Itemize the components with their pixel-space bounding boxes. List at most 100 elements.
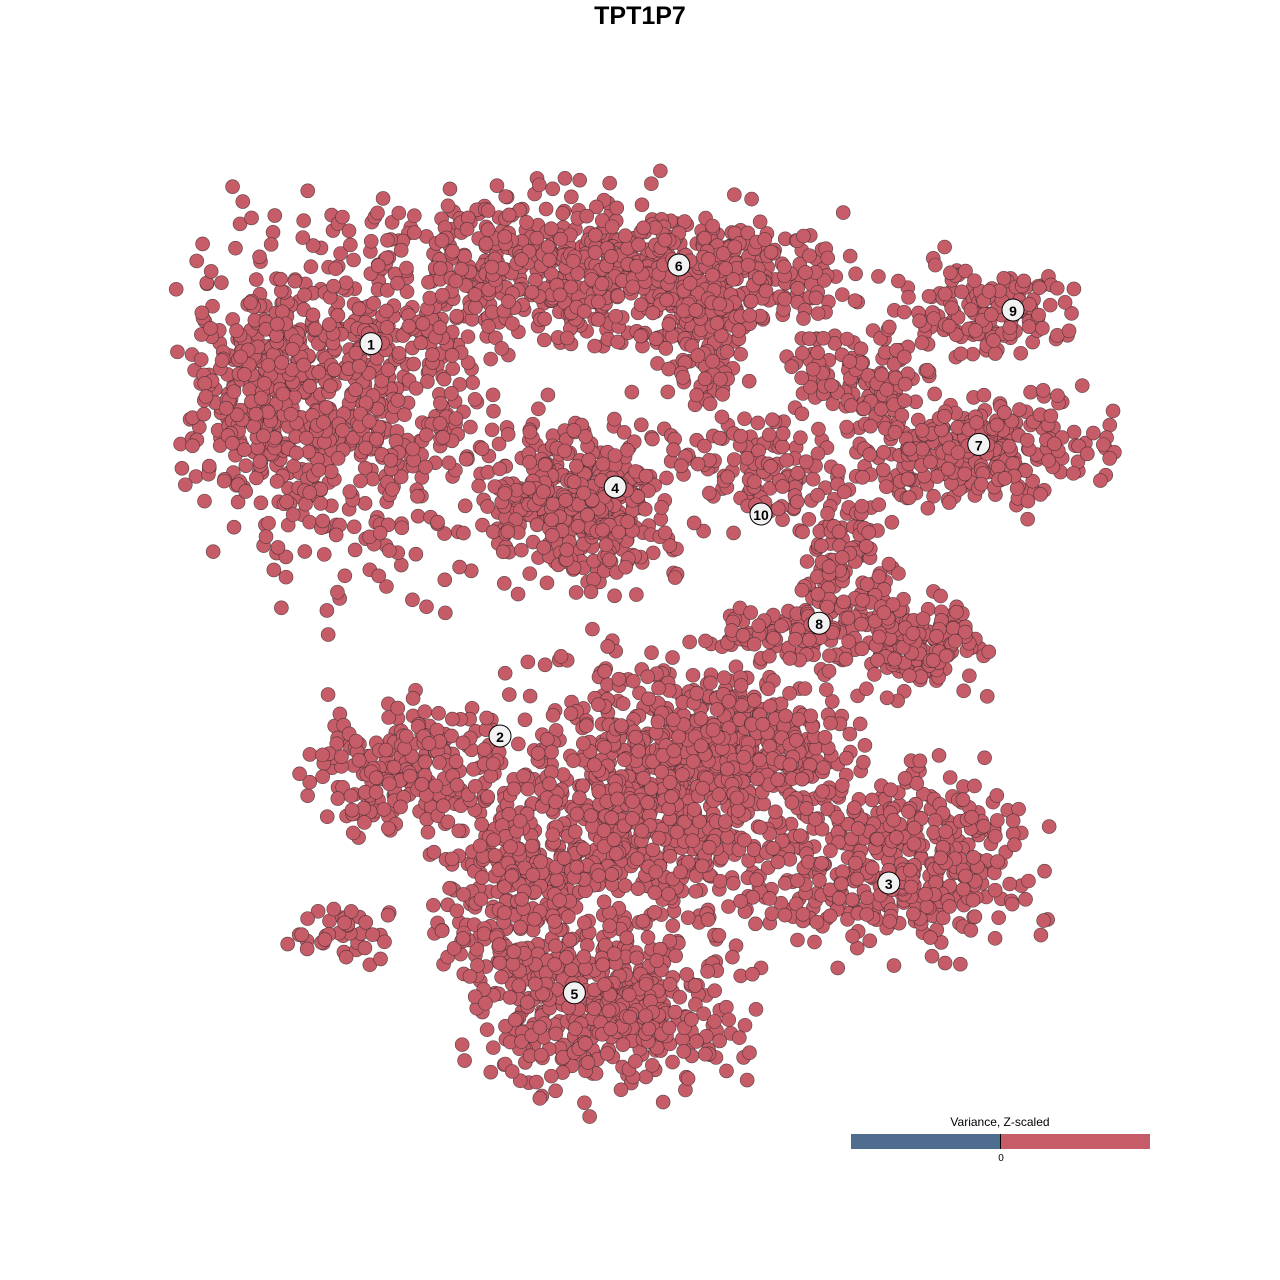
cell-point (230, 494, 246, 510)
cell-point (407, 225, 422, 240)
cell-point (467, 287, 483, 302)
cell-point (925, 653, 941, 668)
cell-point (628, 729, 644, 745)
cell-point (539, 575, 555, 591)
cell-point (928, 257, 943, 273)
cell-point (552, 287, 568, 303)
cell-point (905, 626, 921, 641)
cell-point (901, 289, 916, 305)
cell-point (343, 237, 358, 253)
cell-point (323, 378, 338, 394)
cell-point (615, 696, 631, 711)
cell-point (315, 747, 330, 763)
cell-point (566, 423, 582, 438)
cell-point (417, 754, 433, 770)
cell-point (1002, 876, 1018, 892)
cell-point (326, 362, 342, 378)
cell-point (471, 478, 486, 494)
cell-point (712, 873, 728, 889)
cell-point (720, 761, 735, 777)
cell-point (811, 421, 826, 437)
cell-point (730, 803, 746, 818)
cell-point (735, 628, 751, 643)
cell-point (226, 384, 242, 400)
cell-point (294, 927, 310, 942)
cell-point (248, 272, 264, 287)
cell-point (881, 556, 897, 572)
cell-point (538, 201, 554, 217)
cell-point (521, 480, 537, 496)
cell-point (821, 559, 837, 574)
cell-point (823, 715, 838, 731)
cell-point (915, 441, 930, 457)
cell-point (727, 239, 743, 255)
cell-point (572, 172, 587, 188)
cell-point (784, 359, 799, 374)
cell-point (553, 649, 569, 664)
cell-point (855, 592, 870, 608)
cell-point (770, 772, 786, 788)
cell-point (318, 399, 334, 415)
cell-point (761, 427, 777, 443)
cell-point (1036, 913, 1051, 928)
cell-point (815, 783, 831, 799)
cell-point (637, 501, 653, 517)
cell-point (502, 687, 517, 702)
cell-point (816, 760, 831, 776)
cell-point (986, 333, 1001, 348)
cell-point (712, 430, 728, 446)
cell-point (351, 752, 367, 768)
cell-point (859, 681, 874, 697)
cell-point (197, 376, 213, 391)
cell-point (660, 384, 676, 400)
cell-point (373, 951, 388, 967)
cell-point (610, 791, 625, 807)
cell-point (1037, 863, 1052, 879)
cell-point (480, 789, 496, 805)
cell-point (455, 735, 471, 751)
cell-point (486, 403, 501, 419)
cell-point (901, 490, 917, 505)
cell-point (634, 197, 650, 213)
cell-point (647, 885, 663, 900)
cell-point (602, 552, 617, 568)
cell-point (435, 287, 450, 303)
cell-point (369, 431, 384, 447)
cell-point (798, 454, 814, 470)
cell-point (653, 163, 668, 179)
cell-point (676, 303, 691, 319)
cell-point (560, 330, 575, 346)
cell-point (989, 813, 1005, 828)
cell-point (703, 675, 718, 691)
cell-point (835, 205, 851, 220)
cell-point (326, 901, 342, 917)
cell-point (300, 911, 315, 926)
cell-point (854, 498, 870, 514)
cell-point (705, 218, 720, 234)
cell-point (375, 191, 391, 206)
cell-point (558, 492, 574, 508)
cell-point (820, 506, 835, 521)
cell-point (529, 230, 545, 246)
cell-point (297, 544, 313, 559)
cell-point (338, 949, 354, 965)
cell-point (497, 665, 513, 681)
cell-point (433, 395, 448, 411)
cell-point (557, 443, 572, 459)
cell-point (431, 705, 446, 721)
cell-point (370, 205, 385, 221)
cell-point (561, 909, 576, 924)
cell-point (857, 738, 873, 753)
cell-point (278, 549, 294, 565)
cell-point (244, 210, 259, 226)
cell-point (328, 261, 344, 277)
cell-point (839, 750, 854, 766)
cell-point (299, 941, 315, 957)
cell-point (456, 525, 471, 541)
cell-point (609, 200, 625, 216)
cell-point (779, 453, 794, 468)
cell-point (733, 346, 748, 362)
cell-point (897, 376, 913, 392)
cell-point (636, 220, 651, 236)
cell-point (168, 281, 184, 297)
